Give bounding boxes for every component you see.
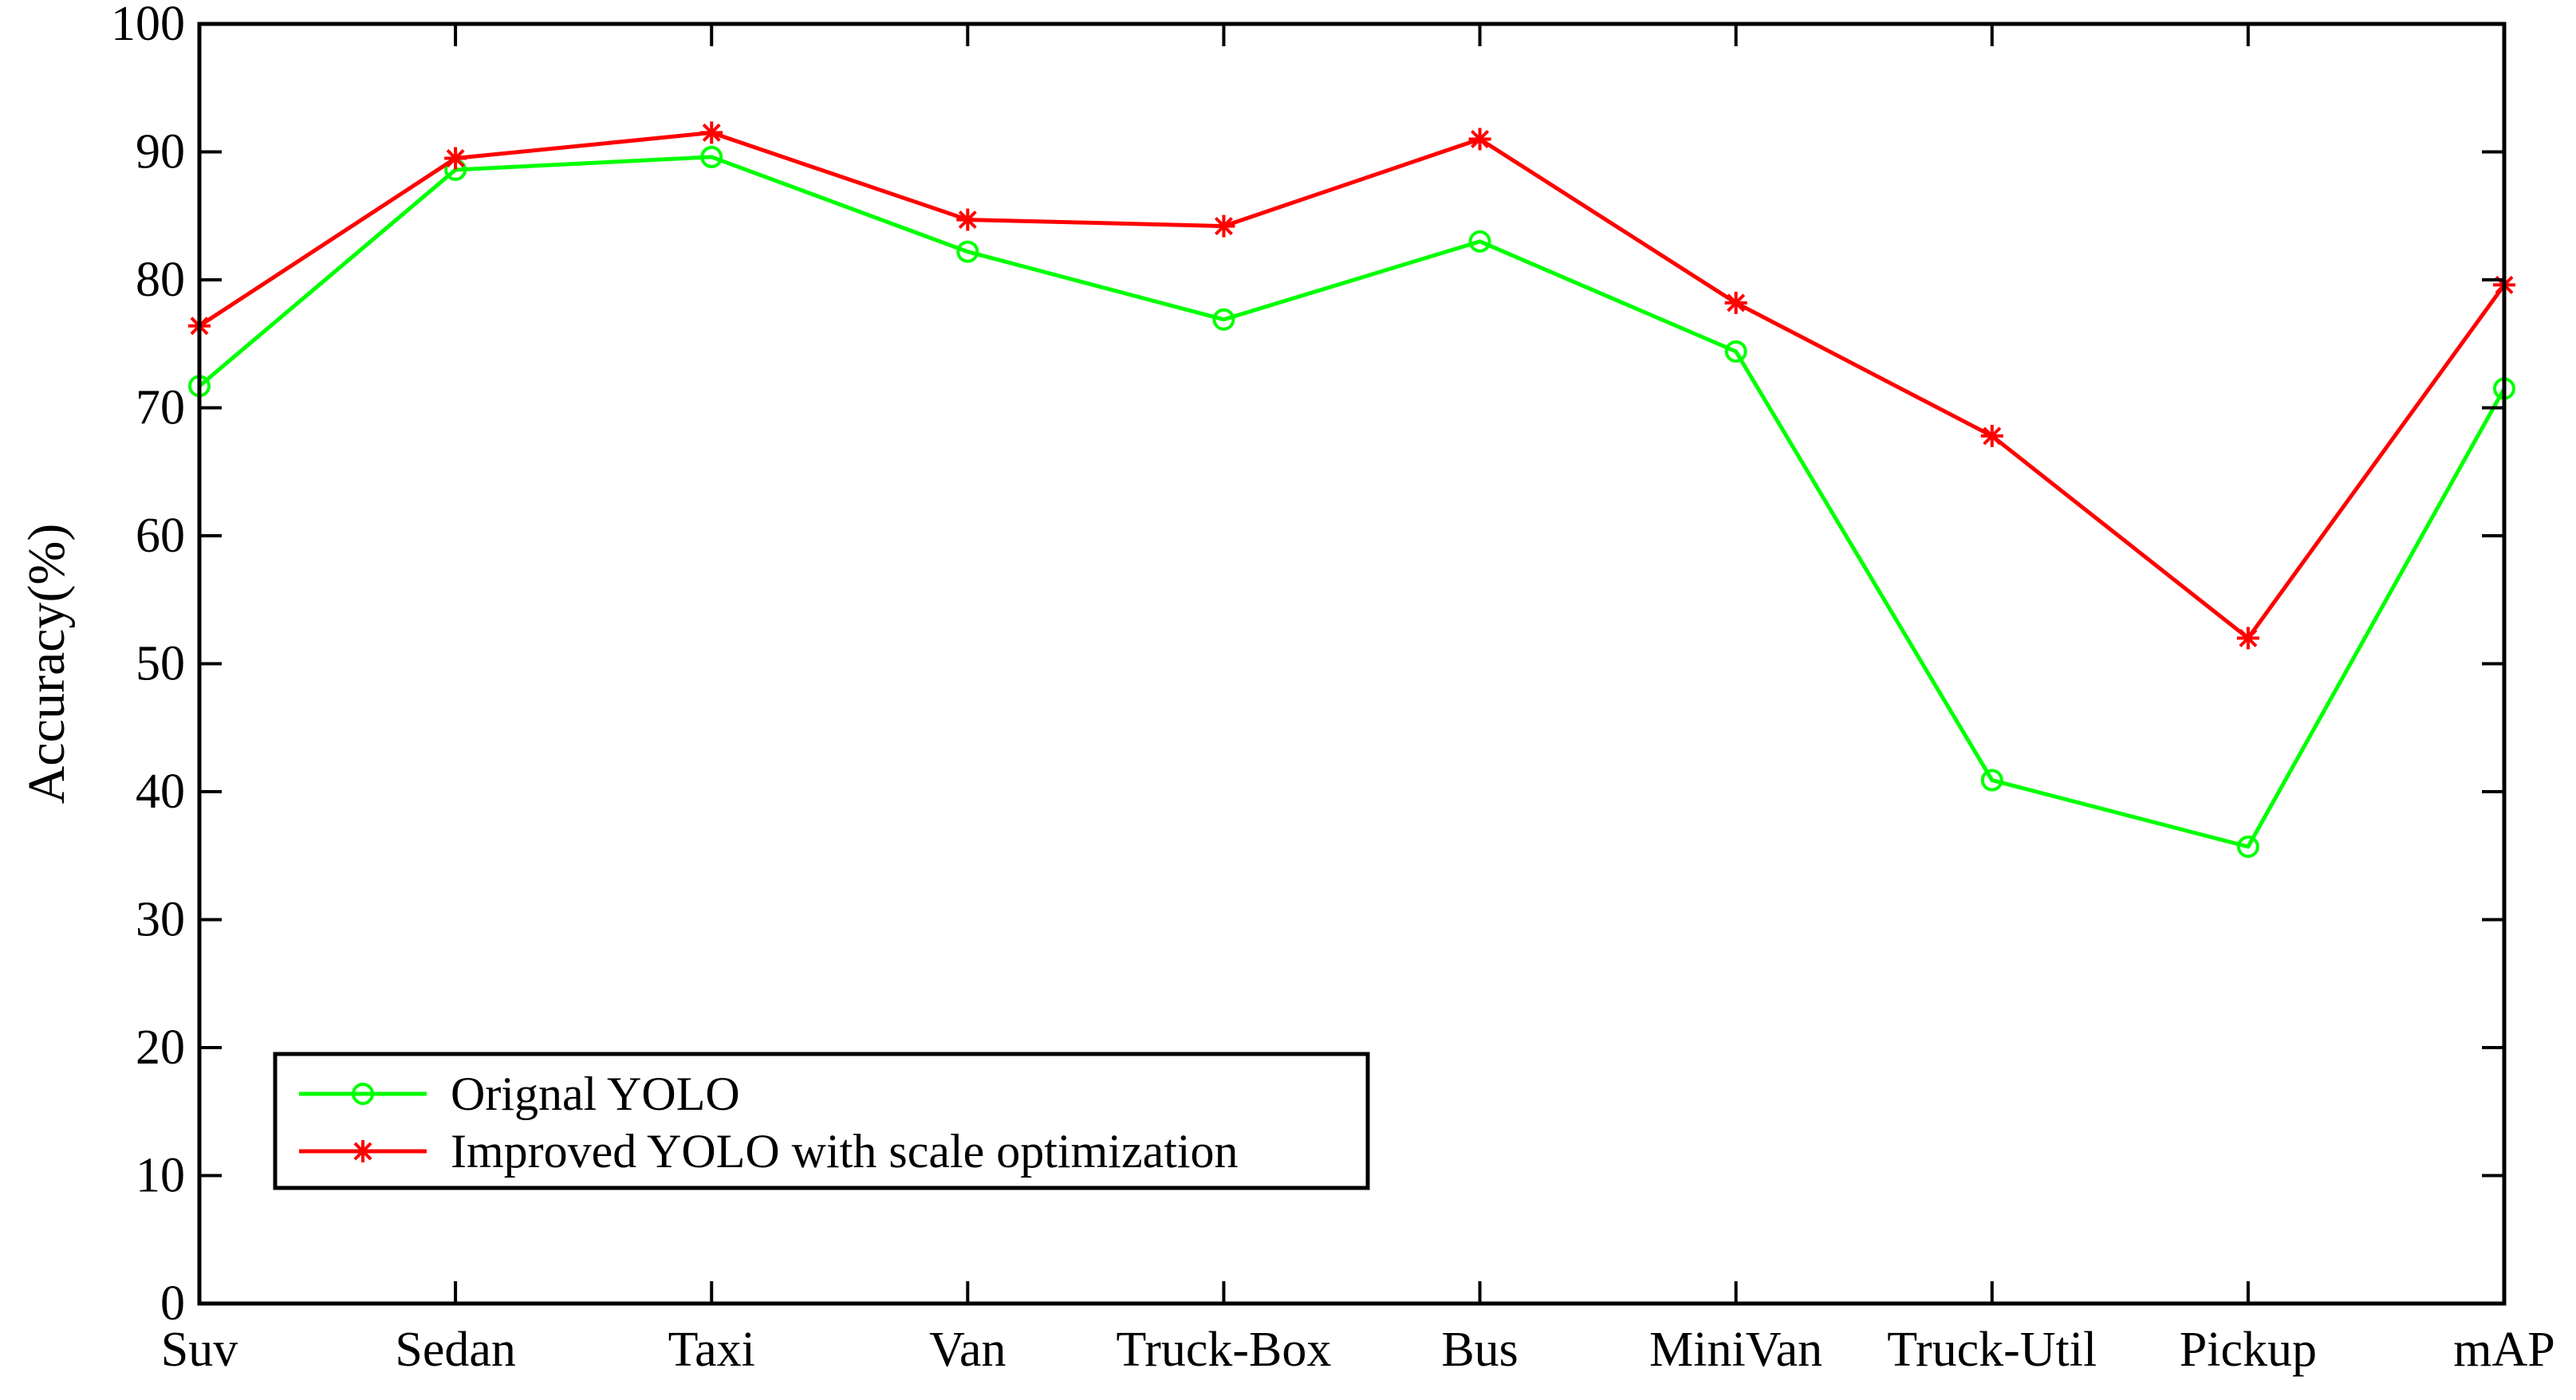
y-tick-label: 80	[136, 253, 185, 307]
y-tick-label: 10	[136, 1149, 185, 1203]
x-tick-label: Truck-Box	[1117, 1323, 1332, 1377]
data-point	[444, 147, 467, 170]
x-tick-label: Van	[929, 1323, 1006, 1377]
y-tick-label: 50	[136, 637, 185, 691]
data-point	[2236, 627, 2259, 650]
data-point	[1724, 291, 1747, 314]
data-point	[1724, 340, 1747, 363]
y-axis-label: Accuracy(%)	[18, 524, 76, 804]
y-tick-label: 20	[136, 1021, 185, 1075]
plot-marks	[188, 121, 2515, 859]
x-tick-label: mAP	[2453, 1323, 2554, 1377]
data-point	[700, 121, 723, 144]
data-point	[956, 240, 979, 263]
legend-box	[273, 1052, 1370, 1190]
data-point	[1212, 214, 1235, 238]
y-tick-label: 0	[160, 1276, 185, 1331]
y-tick-label: 30	[136, 893, 185, 947]
legend-label: Improved YOLO with scale optimization	[451, 1125, 1239, 1178]
x-tick-label: Taxi	[668, 1323, 755, 1377]
x-tick-label: Bus	[1441, 1323, 1518, 1377]
y-tick-label: 40	[136, 765, 185, 819]
x-tick-label: Truck-Util	[1887, 1323, 2097, 1377]
data-point	[1980, 424, 2003, 447]
legend-entry: Orignal YOLO	[299, 1068, 740, 1120]
data-point	[700, 145, 723, 168]
x-tick-labels: Suv Sedan Taxi Van Truck-Box Bus MiniVan Truck-…	[161, 1323, 2555, 1377]
series-line	[198, 155, 2507, 849]
y-tick-label: 90	[136, 125, 185, 179]
data-point	[956, 208, 979, 231]
x-tick-label: MiniVan	[1649, 1323, 1822, 1377]
axis-ticks	[198, 22, 2506, 1305]
legend-entry: Improved YOLO with scale optimization	[299, 1125, 1239, 1178]
x-tick-label: Suv	[161, 1323, 238, 1377]
y-tick-label: 60	[136, 509, 185, 563]
series-2	[188, 121, 2515, 650]
y-tick-label: 70	[136, 381, 185, 435]
x-tick-label: Pickup	[2180, 1323, 2317, 1377]
x-tick-label: Sedan	[395, 1323, 516, 1377]
y-tick-labels: 0 10 20 30 40 50 60 70 80 90 100	[111, 0, 185, 1331]
legend-marker	[352, 1083, 374, 1105]
legend-label: Orignal YOLO	[451, 1068, 740, 1120]
y-tick-label: 100	[111, 0, 185, 51]
data-point	[1980, 769, 2003, 792]
data-point	[1468, 230, 1491, 253]
legend-marker	[352, 1140, 374, 1162]
data-point	[1468, 128, 1491, 151]
data-point	[1212, 308, 1235, 331]
series-line	[198, 130, 2507, 640]
data-point	[2236, 836, 2259, 859]
